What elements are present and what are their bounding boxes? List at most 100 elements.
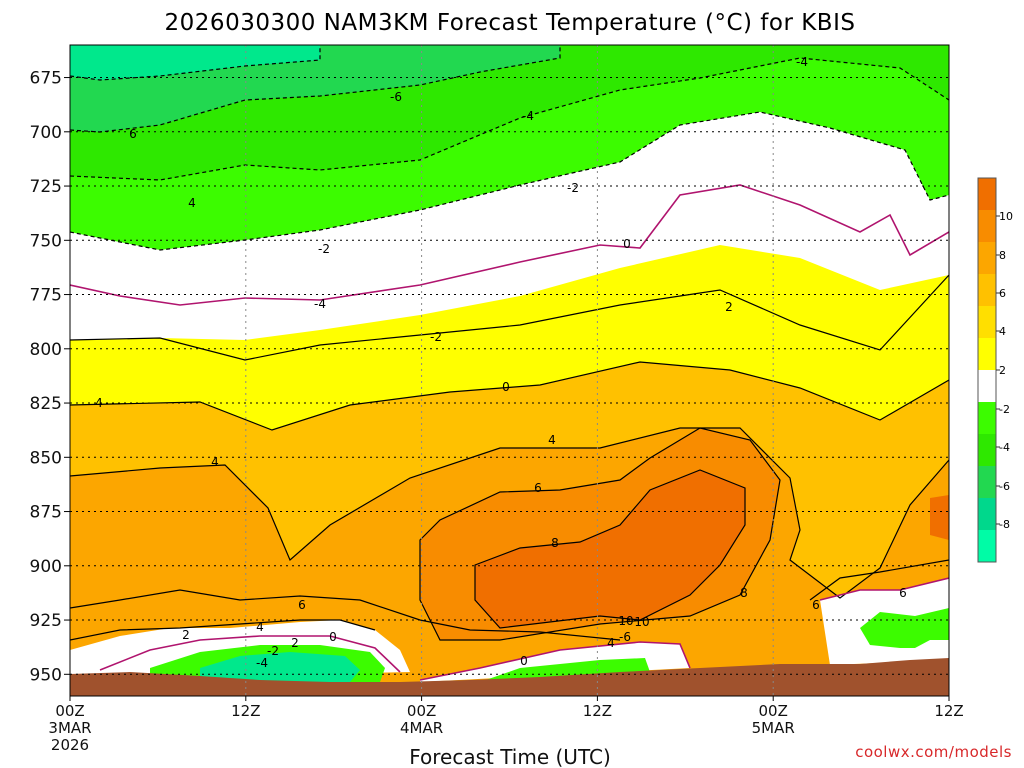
terrain-ground [70, 658, 949, 696]
contour-label: -2 [430, 330, 442, 344]
credit-text[interactable]: coolwx.com/models [855, 743, 1012, 761]
y-tick-label: 850 [30, 448, 62, 468]
colorbar-swatch [978, 466, 996, 499]
x-tick-label: 12Z [583, 702, 612, 720]
contour-label: 4 [607, 636, 615, 650]
fill-surface-green-mid [480, 658, 650, 684]
contour-label: 2 [291, 636, 299, 650]
colorbar-label: -6 [999, 480, 1010, 493]
contour-label: -4 [256, 656, 268, 670]
contour-plus2 [70, 274, 949, 361]
y-tick-label: 775 [30, 286, 62, 306]
contour-label: 6 [812, 598, 820, 612]
contour-label: 4 [256, 620, 264, 634]
fill-band-above10-right [930, 495, 949, 540]
y-tick-label: 700 [30, 123, 62, 143]
contour-plus10 [474, 469, 746, 629]
chart-title: 2026030300 NAM3KM Forecast Temperature (… [165, 10, 856, 36]
contour-label: -4 [796, 55, 808, 69]
contour-label: 6 [298, 598, 306, 612]
contour-label: 4 [188, 196, 196, 210]
contour-label: 6 [129, 127, 137, 141]
y-tick-label: 950 [30, 665, 62, 685]
contour-label: 4 [548, 433, 556, 447]
contour-label: -4 [522, 109, 534, 123]
contour-label: -2 [318, 242, 330, 256]
x-tick-sublabel: 3MAR [48, 719, 91, 737]
x-tick-label: 00Z [55, 702, 84, 720]
contour-label: 2 [182, 628, 190, 642]
grid-lines [70, 45, 949, 696]
fill-band-below-8 [70, 45, 320, 80]
contour-plus4-right [809, 559, 949, 601]
y-tick-label: 900 [30, 557, 62, 577]
x-tick-label: 00Z [407, 702, 436, 720]
contour-zero-mid [419, 641, 691, 681]
contour-label: -4 [314, 297, 326, 311]
colorbar-label: 2 [999, 364, 1006, 377]
contour-zero-lower [99, 635, 401, 673]
colorbar-label: -2 [999, 403, 1010, 416]
fill-surface-white-mid [420, 642, 690, 682]
colorbar-label: 6 [999, 287, 1006, 300]
x-tick-sublabel: 5MAR [752, 719, 795, 737]
contour-plus8 [419, 427, 781, 641]
contour-minus8 [70, 45, 321, 81]
contour-label: 8 [551, 536, 559, 550]
y-tick-label: 800 [30, 340, 62, 360]
y-tick-label: 725 [30, 177, 62, 197]
x-tick-sublabel: 2026 [51, 736, 89, 754]
fill-surface-teal [200, 652, 360, 682]
x-axis-label: Forecast Time (UTC) [409, 745, 611, 768]
y-tick-label: 875 [30, 503, 62, 523]
y-tick-label: 750 [30, 231, 62, 251]
y-tick-label: 825 [30, 394, 62, 414]
colorbar-label: 10 [999, 210, 1013, 223]
x-tick-label: 00Z [759, 702, 788, 720]
colorbar-swatch [978, 242, 996, 275]
contour-label: 0 [623, 237, 631, 251]
colorbar-swatch [978, 370, 996, 403]
contour-label: 2 [725, 300, 733, 314]
contour-minus4 [70, 57, 949, 181]
contour-label: 0 [502, 380, 510, 394]
colorbar-swatch [978, 178, 996, 211]
contour-label: 4 [211, 455, 219, 469]
contour-label: 10 [634, 615, 649, 629]
contour-plus6-lower [70, 589, 621, 641]
colorbar-swatch [978, 306, 996, 339]
contour-minus6 [70, 45, 561, 133]
contour-zero [70, 184, 949, 306]
colorbar-label: -8 [999, 518, 1010, 531]
fill-surface-green-right [860, 608, 949, 648]
y-tick-label: 675 [30, 69, 62, 89]
colorbar-label: 8 [999, 249, 1006, 262]
colorbar-swatch [978, 210, 996, 243]
contour-label: 6 [899, 586, 907, 600]
colorbar: 10 8 6 4 2 -2 -4 -6 -8 [977, 177, 1013, 563]
contour-label: 0 [520, 654, 528, 668]
contour-label: 10 [618, 614, 633, 628]
colorbar-label: 4 [999, 325, 1006, 338]
colorbar-swatch [978, 402, 996, 435]
y-axis: 675 700 725 750 775 800 825 850 875 900 925 950 [30, 69, 70, 685]
fill-band-above10 [475, 470, 745, 628]
colorbar-swatch [978, 274, 996, 307]
contour-label: 4 [95, 396, 103, 410]
contour-label: 8 [740, 586, 748, 600]
colorbar-swatch [978, 338, 996, 371]
y-tick-label: 925 [30, 611, 62, 631]
colorbar-swatch [978, 434, 996, 467]
plot-frame [69, 44, 950, 697]
x-tick-label: 12Z [934, 702, 963, 720]
contour-label: 6 [534, 481, 542, 495]
contour-label: 0 [329, 630, 337, 644]
contour-zero-right [819, 577, 949, 601]
x-tick-label: 12Z [231, 702, 260, 720]
contour-plus4 [70, 361, 949, 431]
contour-label: -2 [267, 644, 279, 658]
contour-label: -6 [390, 90, 402, 104]
